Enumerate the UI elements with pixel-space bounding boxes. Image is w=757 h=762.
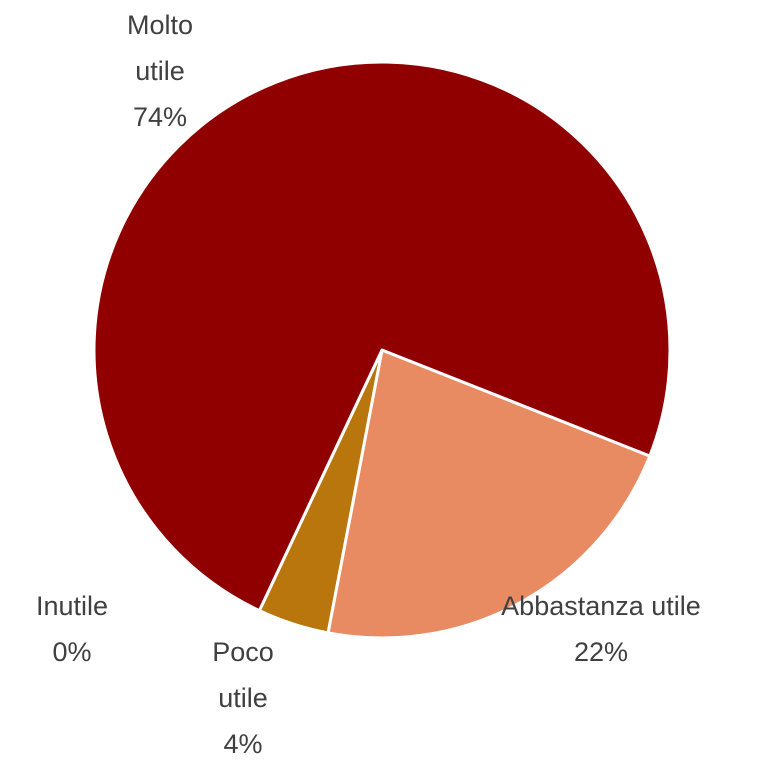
- value-label: 4%: [223, 729, 263, 759]
- value-label: 22%: [573, 637, 629, 667]
- slice-label: Poco utile 4%: [163, 629, 323, 762]
- value-label: 74%: [132, 102, 188, 132]
- slice-label: Molto utile 74%: [80, 2, 240, 140]
- value-label: 0%: [52, 637, 92, 667]
- category-label: Abbastanza utile: [501, 591, 701, 621]
- pie-slice: [92, 60, 672, 613]
- category-label: Poco utile: [212, 637, 274, 713]
- pie-slice: [326, 348, 652, 640]
- slice-label: Inutile 0%: [0, 583, 152, 675]
- slice-label: Abbastanza utile 22%: [441, 583, 757, 675]
- category-label: Inutile: [35, 591, 109, 621]
- category-label: Molto utile: [126, 10, 194, 86]
